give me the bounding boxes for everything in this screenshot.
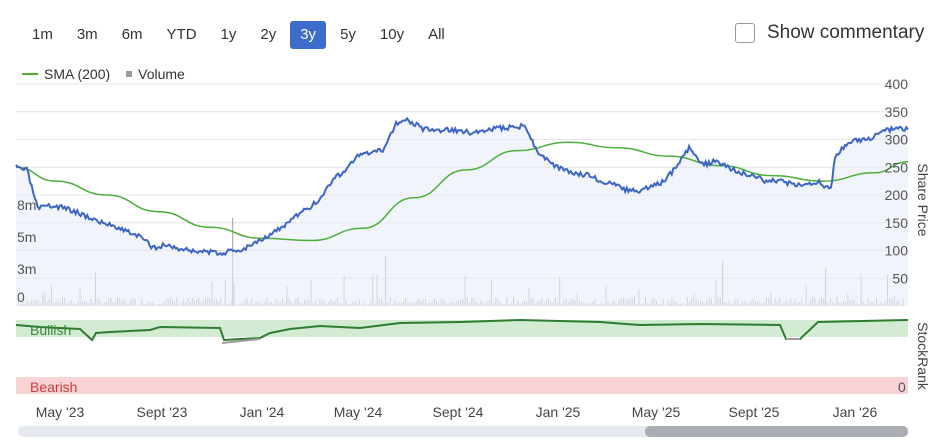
- date-tick-label: Sept '24: [433, 404, 484, 420]
- range-button-10y[interactable]: 10y: [379, 26, 405, 43]
- price-tick-label: 100: [885, 243, 909, 259]
- stockrank-neutral-segment: [221, 338, 261, 344]
- date-tick-label: Sept '23: [137, 404, 188, 420]
- stockrank-axis-title: StockRank: [915, 322, 931, 391]
- date-tick-label: May '24: [334, 404, 383, 420]
- date-tick-label: Jan '26: [833, 404, 878, 420]
- volume-tick-label: 0: [17, 289, 25, 305]
- date-tick-label: Sept '25: [729, 404, 780, 420]
- chart-legend: SMA (200) Volume: [22, 66, 185, 82]
- price-tick-label: 300: [885, 132, 909, 148]
- stockrank-line: [15, 318, 909, 342]
- range-button-1m[interactable]: 1m: [32, 26, 53, 43]
- sma-line: [15, 141, 909, 242]
- commentary-label: Show commentary: [767, 22, 925, 43]
- price-axis-title: Share Price: [915, 163, 931, 236]
- range-button-2y[interactable]: 2y: [260, 26, 277, 43]
- range-button-all[interactable]: All: [428, 26, 445, 43]
- date-tick-label: Jan '25: [536, 404, 581, 420]
- volume-tick-label: 5m: [17, 229, 36, 245]
- range-button-6m[interactable]: 6m: [121, 26, 143, 43]
- price-tick-label: 250: [885, 159, 909, 175]
- date-tick-label: Jan '24: [240, 404, 285, 420]
- time-range-selector: 1m 3m 6m YTD 1y 2y 3y 5y 10y All: [22, 21, 459, 51]
- date-axis: May '23 Sept '23 Jan '24 May '24 Sept '24 Jan…: [36, 404, 878, 420]
- show-commentary-toggle[interactable]: Show commentary: [735, 22, 924, 44]
- range-button-ytd[interactable]: YTD: [166, 26, 197, 43]
- price-tick-label: 350: [885, 104, 909, 120]
- volume-tick-label: 3m: [17, 261, 36, 277]
- bearish-label: Bearish: [30, 379, 77, 395]
- volume-swatch: [126, 71, 133, 77]
- price-tick-label: 200: [885, 187, 909, 203]
- bullish-label: Bullish: [30, 322, 71, 338]
- date-tick-label: May '25: [632, 404, 681, 420]
- price-area: [16, 118, 908, 307]
- volume-tick-label: 8m: [17, 197, 36, 213]
- legend-sma-label: SMA (200): [44, 66, 111, 82]
- volume-axis: 0 3m 5m 8m: [17, 197, 36, 305]
- date-tick-label: May '23: [36, 404, 85, 420]
- range-button-3m[interactable]: 3m: [76, 26, 98, 43]
- bearish-value: 0: [898, 379, 906, 395]
- commentary-checkbox[interactable]: [735, 23, 755, 43]
- price-line: [15, 116, 909, 257]
- legend-volume-label: Volume: [138, 66, 185, 82]
- price-tick-label: 400: [885, 76, 909, 92]
- stockrank-neutral-segments: [221, 338, 800, 344]
- range-button-3y[interactable]: 3y: [290, 21, 327, 49]
- price-tick-label: 50: [892, 270, 908, 286]
- navigator-handle[interactable]: [645, 426, 908, 437]
- range-button-1y[interactable]: 1y: [220, 26, 237, 43]
- price-axis: 50 100 150 200 250 300 350 400: [885, 76, 909, 286]
- bearish-band: [16, 377, 908, 394]
- price-tick-label: 150: [885, 215, 909, 231]
- sma-swatch: [22, 73, 38, 75]
- range-button-5y[interactable]: 5y: [340, 26, 356, 43]
